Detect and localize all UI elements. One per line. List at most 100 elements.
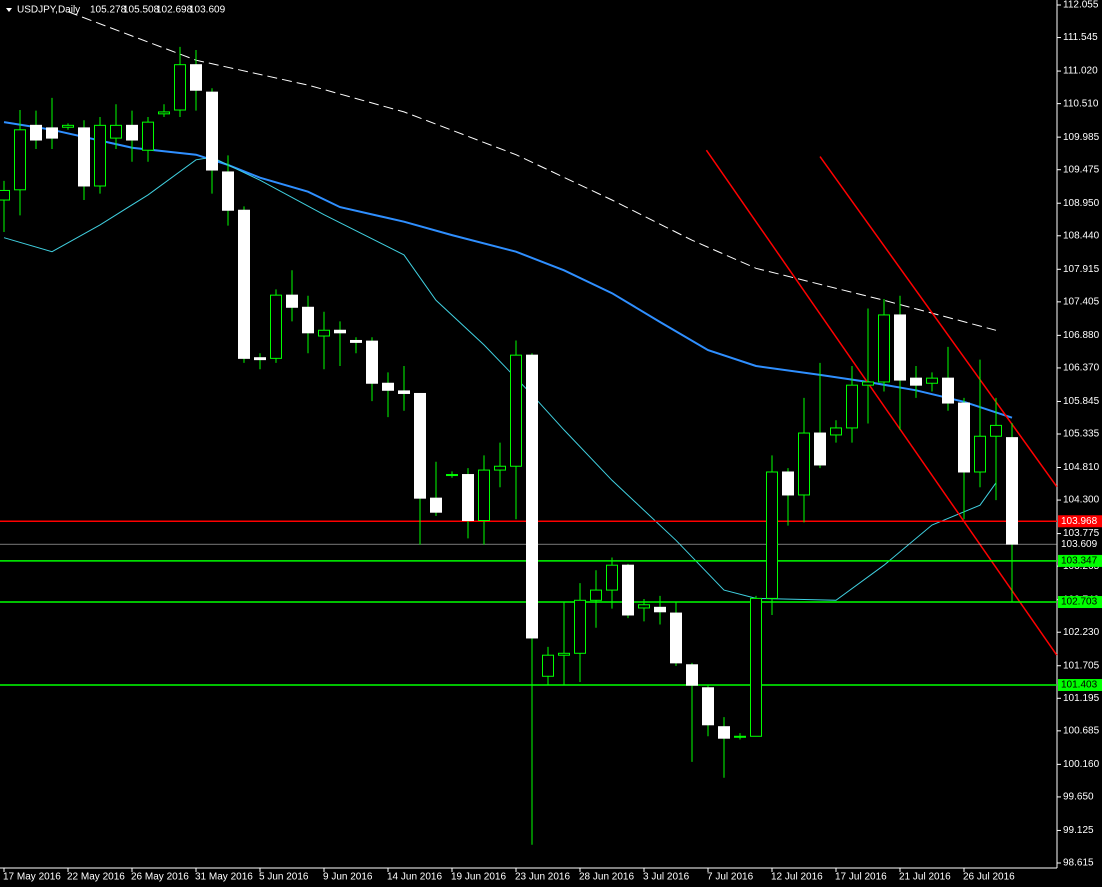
y-tick-label: 108.440 <box>1063 230 1100 241</box>
candle-body <box>190 64 202 91</box>
y-tick-label: 111.020 <box>1063 66 1098 77</box>
x-tick-label: 23 Jun 2016 <box>515 872 570 883</box>
y-tick-label: 112.055 <box>1063 0 1099 11</box>
overlay-line <box>819 156 1058 488</box>
level-label-bg <box>1058 554 1102 567</box>
candle-body <box>110 124 122 139</box>
candle-body <box>910 377 922 386</box>
x-tick-label: 26 May 2016 <box>131 872 189 883</box>
menu-arrow[interactable] <box>6 8 12 12</box>
candle-body <box>798 432 810 496</box>
x-tick-label: 28 Jun 2016 <box>579 872 634 883</box>
candle-body <box>366 340 378 384</box>
candle-body <box>238 209 250 359</box>
candle-body <box>638 604 650 609</box>
candle-body <box>734 735 746 738</box>
level-label-bg <box>1058 596 1102 609</box>
candle-body <box>142 121 154 151</box>
candle-body <box>990 424 1002 437</box>
candle-body <box>1006 437 1018 545</box>
candle-body <box>558 652 570 656</box>
y-tick-label: 101.195 <box>1063 693 1100 704</box>
candle-body <box>750 597 762 737</box>
overlay-line <box>3 156 997 601</box>
x-tick-label: 7 Jul 2016 <box>707 872 754 883</box>
y-tick-label: 109.985 <box>1063 132 1100 143</box>
candle-body <box>94 124 106 187</box>
candle-body <box>286 294 298 308</box>
y-tick-label: 106.880 <box>1063 330 1100 341</box>
candle-body <box>542 654 554 677</box>
y-tick-label: 111.545 <box>1063 32 1098 43</box>
candle-body <box>702 687 714 726</box>
x-tick-label: 3 Jul 2016 <box>643 872 690 883</box>
header-value: 103.609 <box>189 5 226 16</box>
y-tick-label: 109.475 <box>1063 164 1100 175</box>
y-tick-label: 110.510 <box>1063 98 1099 109</box>
y-tick-label: 107.915 <box>1063 264 1100 275</box>
candle-body <box>398 390 410 394</box>
y-tick-label: 105.335 <box>1063 429 1100 440</box>
candle-body <box>894 314 906 381</box>
candle-body <box>78 127 90 187</box>
y-tick-label: 104.300 <box>1063 495 1100 506</box>
y-tick-label: 101.705 <box>1063 660 1100 671</box>
level-label: 103.347 <box>1061 556 1098 567</box>
y-tick-label: 99.125 <box>1063 825 1094 836</box>
candle-body <box>0 189 10 201</box>
candle-body <box>254 357 266 361</box>
candle-body <box>878 314 890 383</box>
candle-body <box>958 402 970 473</box>
level-label-bg <box>1058 515 1102 528</box>
candle-body <box>526 354 538 639</box>
y-tick-label: 103.775 <box>1063 528 1100 539</box>
y-tick-label: 100.685 <box>1063 725 1100 736</box>
x-tick-label: 14 Jun 2016 <box>387 872 442 883</box>
candle-body <box>510 354 522 467</box>
x-tick-label: 26 Jul 2016 <box>963 872 1015 883</box>
candle-body <box>222 171 234 211</box>
candle-body <box>46 127 58 139</box>
candle-body <box>462 474 474 522</box>
y-tick-label: 107.405 <box>1063 296 1100 307</box>
y-tick-label: 108.950 <box>1063 198 1100 209</box>
candle-body <box>590 589 602 601</box>
candle-body <box>718 726 730 739</box>
candle-body <box>478 469 490 522</box>
candle-body <box>942 377 954 404</box>
level-label-bg <box>1058 679 1102 692</box>
x-tick-label: 21 Jul 2016 <box>899 872 951 883</box>
candle-body <box>654 606 666 613</box>
candle-body <box>830 427 842 436</box>
candle-body <box>414 392 426 499</box>
candle-body <box>782 471 794 496</box>
header-value: 105.508 <box>123 5 160 16</box>
candle-body <box>62 124 74 128</box>
overlay-line <box>705 149 1058 656</box>
level-label: 103.968 <box>1061 516 1098 527</box>
level-label: 103.609 <box>1061 539 1098 550</box>
candle-body <box>766 471 778 599</box>
level-label: 102.703 <box>1061 597 1098 608</box>
candle-body <box>574 599 586 654</box>
candle-body <box>334 329 346 334</box>
candle-body <box>350 339 362 343</box>
y-tick-label: 98.615 <box>1063 858 1094 869</box>
y-tick-label: 100.160 <box>1063 759 1100 770</box>
x-tick-label: 19 Jun 2016 <box>451 872 506 883</box>
candle-body <box>126 124 138 141</box>
candle-body <box>302 306 314 334</box>
candle-body <box>926 377 938 384</box>
candle-body <box>494 465 506 471</box>
level-label: 101.403 <box>1061 680 1098 691</box>
y-tick-label: 104.810 <box>1063 462 1100 473</box>
header-value: 105.278 <box>90 5 127 16</box>
x-tick-label: 17 May 2016 <box>3 872 61 883</box>
candle-body <box>622 564 634 616</box>
candle-body <box>14 129 26 191</box>
candle-body <box>174 64 186 111</box>
candle-body <box>670 612 682 664</box>
x-tick-label: 17 Jul 2016 <box>835 872 887 883</box>
